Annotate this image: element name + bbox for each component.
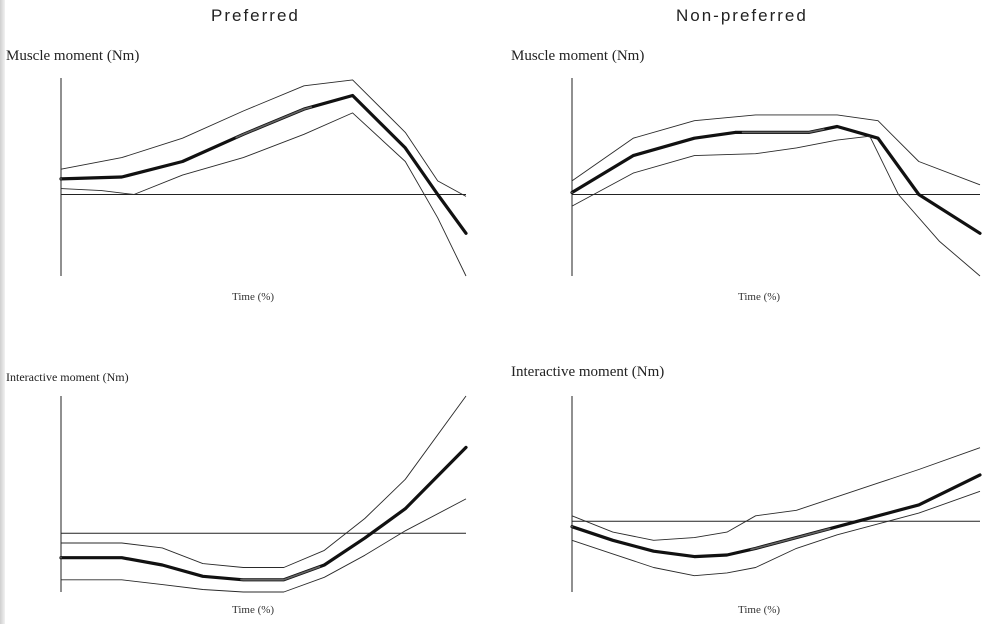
panel1-ylabel: Muscle moment (Nm)	[6, 48, 140, 64]
panel4-lower-band-line	[571, 490, 981, 577]
panel4-upper-band-line	[571, 447, 981, 541]
column-title-non-preferred: Non-preferred	[676, 6, 808, 25]
panel2-xlabel: Time (%)	[738, 291, 781, 303]
panel4-ylabel: Interactive moment (Nm)	[511, 364, 665, 380]
panel3-lower-band-line	[61, 498, 467, 593]
panel1-upper-band-line	[60, 79, 467, 197]
panel4-mean-line	[570, 473, 982, 559]
panel2-upper-band-line	[571, 114, 981, 186]
panel2-lower-band-line	[571, 135, 981, 277]
panel3-upper-band-line	[61, 395, 467, 568]
panel4-xlabel: Time (%)	[738, 604, 781, 616]
panel4-mean-highlight	[571, 474, 981, 558]
column-title-preferred: Preferred	[211, 6, 300, 25]
panel1-mean-highlight	[60, 94, 467, 235]
panel3-mean-highlight	[60, 446, 467, 581]
panel3-mean-line	[59, 445, 468, 582]
panel1-lower-band-line	[60, 112, 467, 277]
panel3-ylabel: Interactive moment (Nm)	[6, 370, 129, 384]
panel2-mean-highlight	[571, 125, 981, 235]
panel1-xlabel: Time (%)	[232, 291, 275, 303]
panel1-mean-line	[59, 93, 468, 235]
panel3-xlabel: Time (%)	[232, 604, 275, 616]
panel2-ylabel: Muscle moment (Nm)	[511, 48, 645, 64]
scan-edge-strip	[0, 0, 5, 624]
